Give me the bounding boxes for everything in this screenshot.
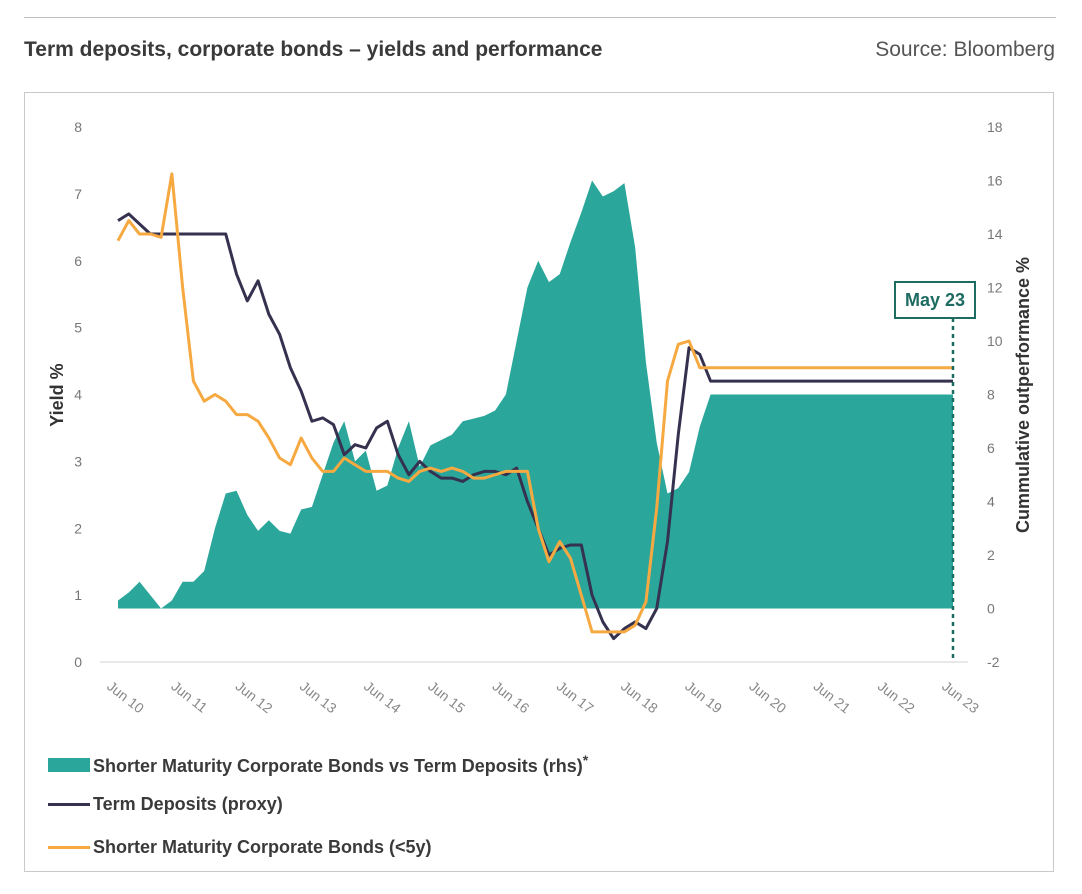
y-left-tick-5: 5 [74, 320, 82, 336]
annotation-label: May 23 [905, 290, 965, 310]
x-tick-9: Jun 19 [682, 678, 725, 717]
y-left-label: Yield % [47, 363, 67, 426]
y-left-tick-4: 4 [74, 387, 82, 403]
legend-item-term-deposits: Term Deposits (proxy) [48, 794, 283, 815]
legend-item-corporate-bonds: Shorter Maturity Corporate Bonds (<5y) [48, 837, 432, 858]
top-rule [24, 17, 1056, 18]
x-tick-6: Jun 16 [490, 678, 533, 717]
x-tick-5: Jun 15 [425, 678, 468, 717]
y-right-tick-1: 0 [987, 601, 995, 617]
y-right-tick-8: 14 [987, 226, 1003, 242]
x-tick-8: Jun 18 [618, 678, 661, 717]
legend-swatch-corp-line [48, 846, 90, 849]
y-right-tick-6: 10 [987, 333, 1003, 349]
series-corporate-bonds-line [116, 172, 953, 634]
legend-item-outperformance: Shorter Maturity Corporate Bonds vs Term… [48, 752, 588, 777]
legend-label-corporate-bonds: Shorter Maturity Corporate Bonds (<5y) [93, 837, 432, 857]
x-tick-12: Jun 22 [875, 678, 918, 717]
x-tick-13: Jun 23 [939, 678, 982, 717]
x-tick-4: Jun 14 [361, 678, 404, 717]
y-right-tick-7: 12 [987, 280, 1003, 296]
y-right-tick-3: 4 [987, 494, 995, 510]
chart-frame [24, 92, 1054, 872]
x-tick-10: Jun 20 [746, 678, 789, 717]
x-tick-2: Jun 12 [233, 678, 276, 717]
chart-title: Term deposits, corporate bonds – yields … [24, 38, 603, 61]
y-left-tick-1: 1 [74, 587, 82, 603]
y-left-tick-8: 8 [74, 119, 82, 135]
y-right-tick-4: 6 [987, 440, 995, 456]
y-right-tick-5: 8 [987, 387, 995, 403]
x-tick-1: Jun 11 [168, 678, 210, 716]
annotation-box [894, 281, 976, 319]
x-tick-0: Jun 10 [104, 678, 147, 717]
x-tick-7: Jun 17 [554, 678, 597, 717]
y-right-label: Cummulative outperformance % [1013, 257, 1033, 533]
y-right-tick-10: 18 [987, 119, 1003, 135]
legend-swatch-term-line [48, 803, 90, 806]
legend-label-term-deposits: Term Deposits (proxy) [93, 794, 283, 814]
legend-swatch-area [48, 757, 90, 772]
y-left-tick-7: 7 [74, 186, 82, 202]
series-outperformance-area [118, 180, 953, 609]
x-tick-11: Jun 21 [811, 678, 854, 717]
legend-label-outperformance: Shorter Maturity Corporate Bonds vs Term… [93, 752, 589, 776]
y-left-tick-0: 0 [74, 654, 82, 670]
y-left-tick-6: 6 [74, 253, 82, 269]
source-label: Source: Bloomberg [875, 38, 1055, 61]
x-tick-3: Jun 13 [297, 678, 340, 717]
y-right-tick-0: -2 [987, 654, 1000, 670]
y-left-tick-2: 2 [74, 520, 82, 536]
y-left-tick-3: 3 [74, 453, 82, 469]
y-right-tick-9: 16 [987, 173, 1003, 189]
y-right-tick-2: 2 [987, 547, 995, 563]
